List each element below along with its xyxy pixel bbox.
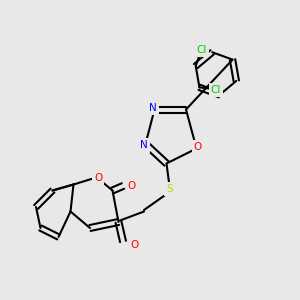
- Text: Cl: Cl: [196, 45, 207, 55]
- Text: S: S: [166, 184, 173, 194]
- Text: N: N: [140, 140, 148, 151]
- Text: O: O: [94, 172, 102, 183]
- Text: N: N: [149, 103, 157, 113]
- Text: Cl: Cl: [211, 85, 221, 95]
- Text: O: O: [128, 181, 136, 191]
- Text: O: O: [130, 239, 139, 250]
- Text: O: O: [194, 142, 202, 152]
